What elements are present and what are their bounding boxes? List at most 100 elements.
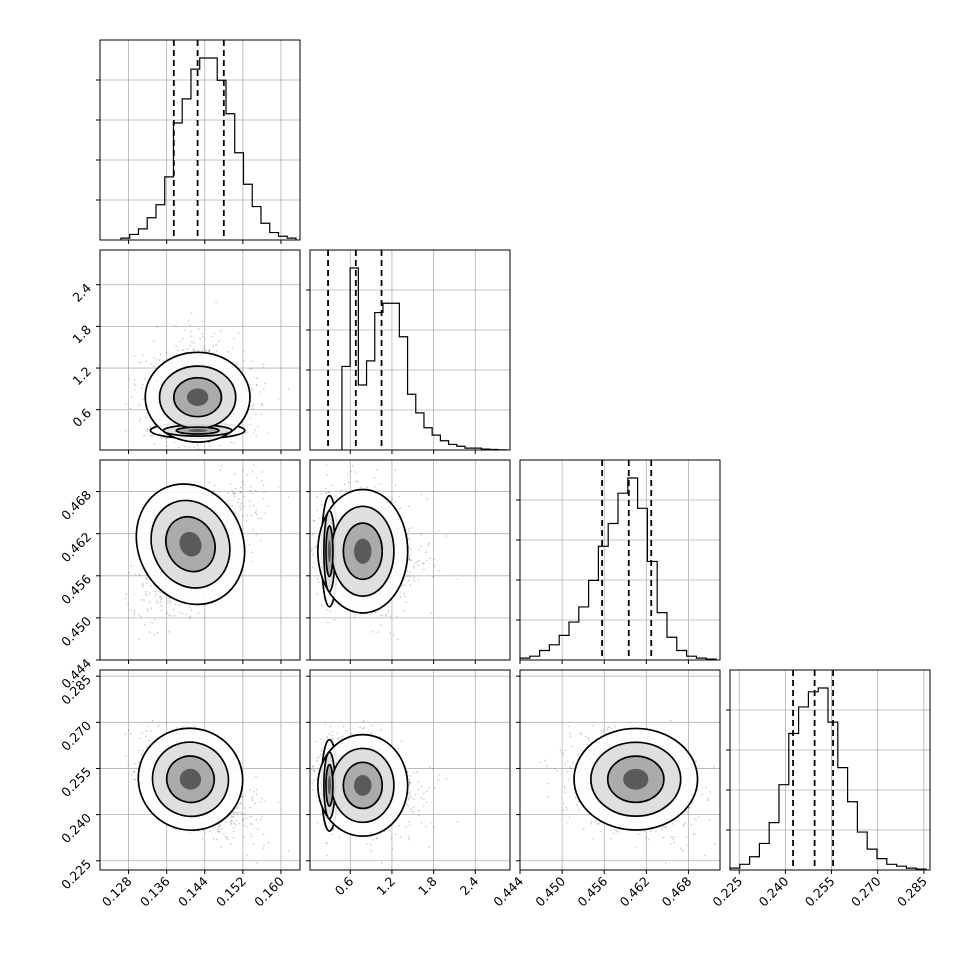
scatter-panel-1-3: 0.6 1.2 1.8 2.4: [306, 669, 511, 898]
sample-point: [188, 606, 191, 609]
density-level: [354, 538, 372, 564]
sample-point: [365, 486, 368, 489]
sample-point: [133, 593, 135, 596]
sample-point: [144, 624, 146, 627]
density-level: [327, 539, 332, 563]
sample-point: [262, 363, 265, 366]
sample-point: [406, 570, 409, 572]
sample-point: [327, 491, 329, 493]
y-tick-label: 1.8: [69, 322, 94, 347]
sample-point: [316, 509, 319, 512]
sample-point: [413, 579, 416, 582]
sample-point: [245, 519, 248, 522]
sample-point: [209, 830, 211, 832]
sample-point: [408, 536, 411, 539]
sample-point: [173, 441, 176, 444]
sample-point: [251, 470, 254, 473]
sample-point: [236, 806, 239, 809]
sample-point: [177, 603, 180, 606]
sample-point: [325, 464, 328, 467]
sample-point: [144, 590, 147, 593]
sample-point: [329, 610, 332, 612]
sample-point: [369, 613, 372, 616]
sample-point: [199, 337, 202, 340]
sample-point: [313, 519, 316, 522]
sample-point: [249, 506, 252, 508]
sample-point: [145, 430, 148, 433]
sample-point: [316, 593, 319, 596]
sample-point: [380, 614, 382, 617]
sample-point: [252, 790, 255, 793]
contour-line: [325, 525, 334, 578]
sample-point: [408, 558, 411, 561]
sample-point: [246, 432, 249, 434]
sample-point: [433, 565, 436, 568]
sample-point: [158, 359, 161, 362]
sample-point: [438, 569, 441, 572]
sample-point: [128, 729, 130, 732]
sample-point: [138, 749, 140, 752]
sample-point: [240, 813, 243, 815]
sample-point: [255, 476, 258, 479]
sample-point: [432, 575, 434, 578]
sample-point: [194, 725, 197, 728]
sample-point: [408, 557, 411, 560]
sample-point: [260, 404, 263, 406]
sample-point: [213, 351, 216, 354]
sample-point: [182, 349, 185, 352]
sample-point: [133, 609, 136, 612]
y-tick-label: 0.456: [58, 571, 94, 607]
sample-point: [244, 794, 247, 797]
sample-point: [312, 553, 315, 556]
sample-point: [192, 349, 195, 352]
sample-point: [129, 407, 132, 410]
sample-point: [184, 329, 187, 331]
sample-point: [412, 566, 415, 569]
sample-point: [241, 481, 244, 483]
sample-point: [156, 326, 159, 328]
sample-point: [167, 601, 169, 604]
sample-point: [391, 847, 394, 850]
sample-point: [178, 446, 180, 449]
sample-point: [157, 590, 160, 593]
sample-point: [420, 493, 423, 496]
sample-point: [311, 533, 314, 536]
sample-point: [403, 592, 405, 595]
sample-point: [189, 344, 192, 347]
sample-point: [151, 435, 154, 438]
sample-point: [201, 332, 204, 335]
sample-point: [233, 493, 235, 496]
sample-point: [255, 862, 258, 864]
sample-point: [396, 615, 398, 618]
sample-point: [127, 603, 130, 606]
sample-point: [399, 591, 402, 594]
sample-point: [235, 361, 238, 364]
sample-point: [314, 740, 317, 743]
sample-point: [249, 806, 252, 809]
contour-line: [342, 522, 384, 581]
sample-point: [252, 842, 255, 845]
sample-point: [124, 429, 127, 432]
sample-point: [232, 815, 235, 818]
sample-point: [246, 514, 248, 517]
sample-point: [222, 833, 225, 836]
sample-point: [233, 473, 236, 475]
sample-point: [255, 788, 258, 791]
sample-point: [414, 562, 417, 565]
sample-point: [249, 383, 252, 386]
sample-point: [156, 631, 159, 634]
sample-point: [187, 319, 190, 322]
sample-point: [233, 337, 235, 340]
sample-point: [235, 807, 238, 810]
sample-point: [233, 822, 235, 825]
sample-point: [389, 631, 391, 634]
sample-point: [259, 390, 262, 393]
sample-point: [224, 835, 227, 838]
sample-point: [144, 378, 146, 381]
sample-point: [251, 799, 254, 802]
sample-point: [255, 775, 257, 778]
sample-point: [263, 388, 265, 390]
sample-point: [144, 735, 147, 738]
sample-point: [217, 825, 220, 828]
sample-point: [392, 633, 395, 636]
